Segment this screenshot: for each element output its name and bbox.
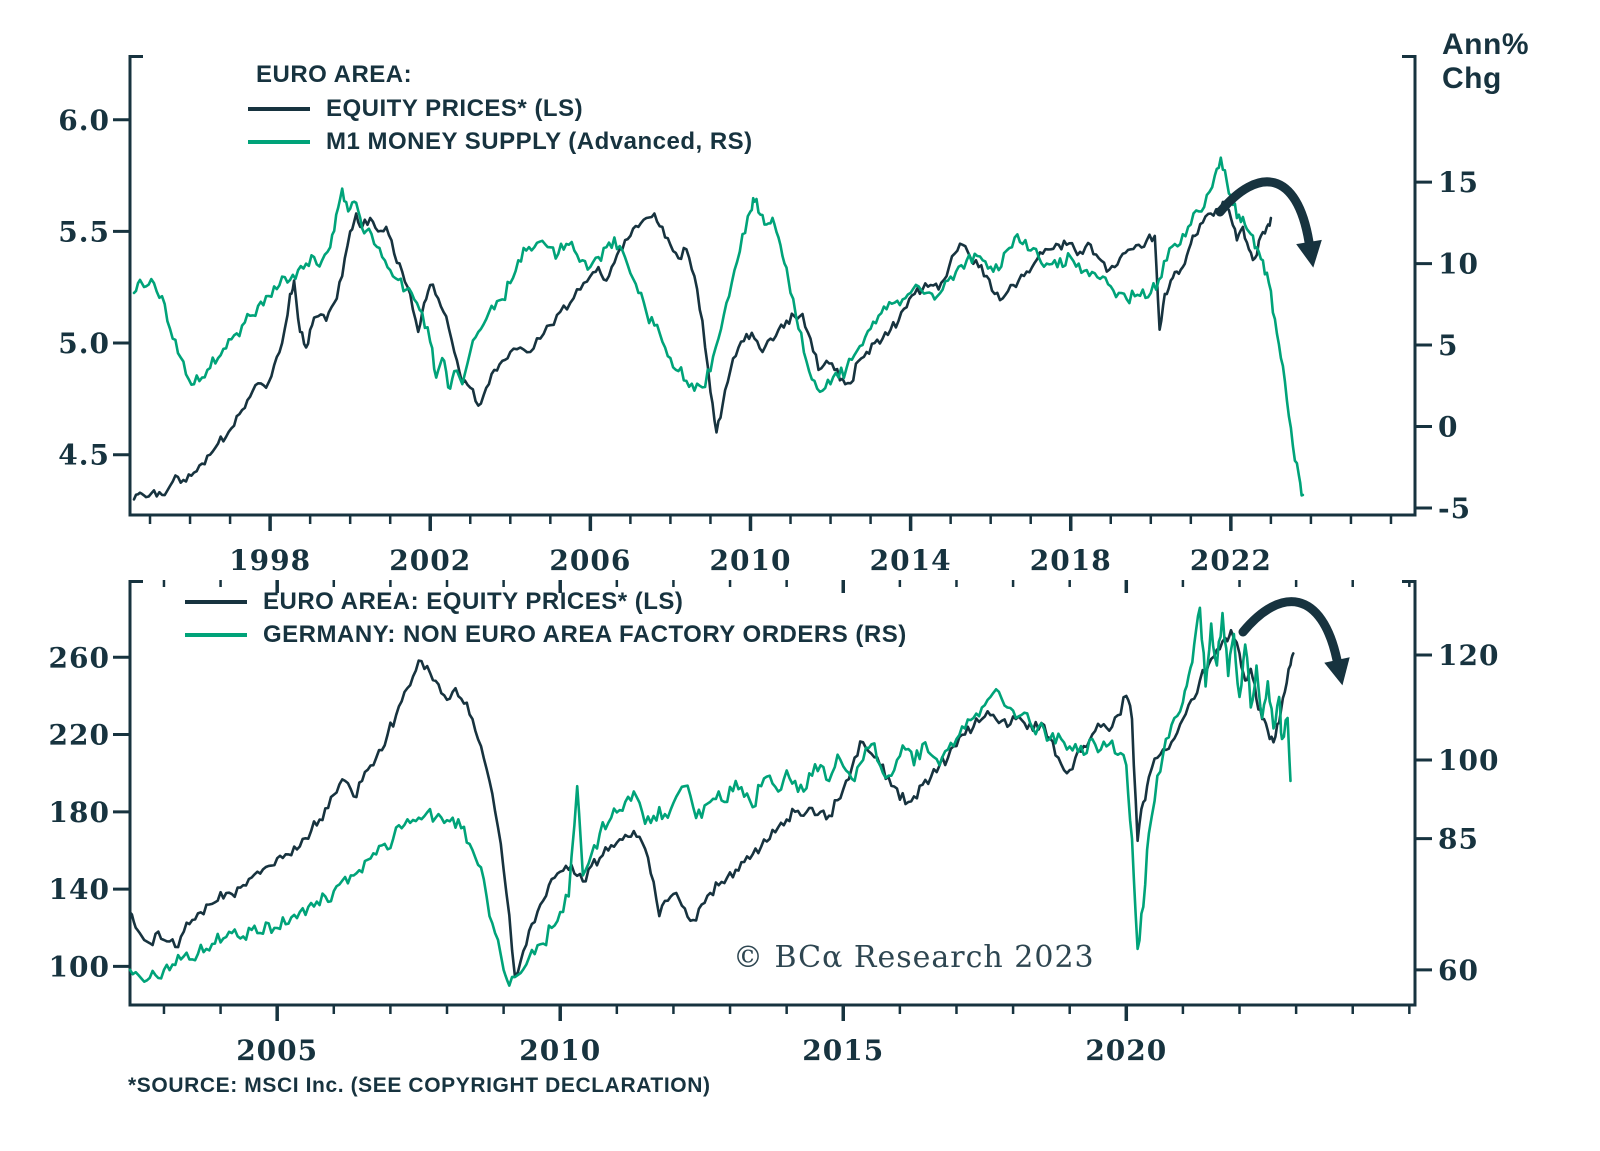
tick-label: 85: [1438, 823, 1479, 856]
m1-line-sample: [248, 139, 310, 144]
tick-label: 140: [49, 873, 110, 906]
tick-label: -5: [1438, 492, 1471, 525]
unit-line-2: Chg: [1442, 62, 1502, 95]
legend-row: EURO AREA: EQUITY PRICES* (LS): [185, 585, 907, 618]
tick-label: 2002: [389, 544, 471, 577]
tick-label: 6.0: [58, 104, 110, 137]
tick-label: 1998: [229, 544, 311, 577]
tick-label: 180: [49, 796, 110, 829]
factory-orders-line-sample: [185, 632, 247, 637]
tick-label: 5: [1438, 329, 1458, 362]
axes: [113, 580, 1432, 1021]
legend-row: M1 MONEY SUPPLY (Advanced, RS): [248, 125, 753, 158]
tick-label: 2010: [710, 544, 792, 577]
tick-label: 2020: [1085, 1034, 1167, 1067]
trend-arrow: [1215, 177, 1314, 247]
tick-label: 15: [1438, 166, 1479, 199]
legend-bottom: EURO AREA: EQUITY PRICES* (LS) GERMANY: …: [185, 585, 907, 651]
tick-label: 2018: [1030, 544, 1112, 577]
axes: [113, 55, 1432, 531]
legend-label-equity: EQUITY PRICES* (LS): [326, 94, 584, 122]
tick-label: 2015: [802, 1034, 884, 1067]
trend-arrow-head: [1324, 657, 1350, 686]
watermark: © BCα Research 2023: [733, 940, 1095, 975]
tick-label: 100: [1438, 744, 1499, 777]
source-note: *SOURCE: MSCI Inc. (SEE COPYRIGHT DECLAR…: [128, 1074, 711, 1097]
panel-top: 4.5 5.0 5.5 6.0 -5 0 5 10 15 1998 2002 2006 2010 2014…: [58, 55, 1479, 577]
tick-label: 220: [49, 719, 110, 752]
legend-title: EURO AREA:: [256, 61, 413, 88]
legend-row: EQUITY PRICES* (LS): [248, 92, 753, 125]
equity-line-sample: [185, 599, 247, 604]
legend-row: GERMANY: NON EURO AREA FACTORY ORDERS (R…: [185, 618, 907, 651]
series-m1-money-supply-advanced-rs-: [132, 156, 1305, 497]
trend-arrow: [1238, 597, 1342, 665]
series-euro-area-equity-prices-ls-: [132, 200, 1273, 501]
unit-line-1: Ann%: [1442, 28, 1529, 61]
tick-label: 2010: [519, 1034, 601, 1067]
tick-label: 4.5: [58, 439, 110, 472]
legend-label-equity-bottom: EURO AREA: EQUITY PRICES* (LS): [263, 587, 684, 615]
tick-label: 5.5: [58, 215, 110, 248]
series-germany-non-euro-area-factory-orders-rs-: [128, 606, 1292, 987]
tick-label: 0: [1438, 411, 1458, 444]
tick-label: 2006: [549, 544, 631, 577]
tick-label: 2005: [236, 1034, 318, 1067]
tick-label: 100: [49, 950, 110, 983]
right-axis-unit-label: Ann% Chg: [1442, 28, 1529, 96]
legend-top: EURO AREA: EQUITY PRICES* (LS) M1 MONEY …: [248, 60, 753, 158]
tick-label: 2014: [870, 544, 952, 577]
series-euro-area-equity-prices-ls-: [128, 628, 1295, 978]
panel-bottom: 100 140 180 220 260 60 85 100 120 2005 2010 2015 202…: [49, 580, 1499, 1067]
trend-arrow-head: [1296, 239, 1322, 268]
tick-label: 5.0: [58, 327, 110, 360]
tick-label: 2022: [1190, 544, 1272, 577]
tick-label: 60: [1438, 954, 1479, 987]
equity-line-sample: [248, 106, 310, 111]
tick-label: 260: [49, 641, 110, 674]
legend-label-factory-orders: GERMANY: NON EURO AREA FACTORY ORDERS (R…: [263, 620, 907, 648]
tick-label: 10: [1438, 248, 1479, 281]
tick-label: 120: [1438, 639, 1499, 672]
legend-label-m1: M1 MONEY SUPPLY (Advanced, RS): [326, 127, 753, 155]
